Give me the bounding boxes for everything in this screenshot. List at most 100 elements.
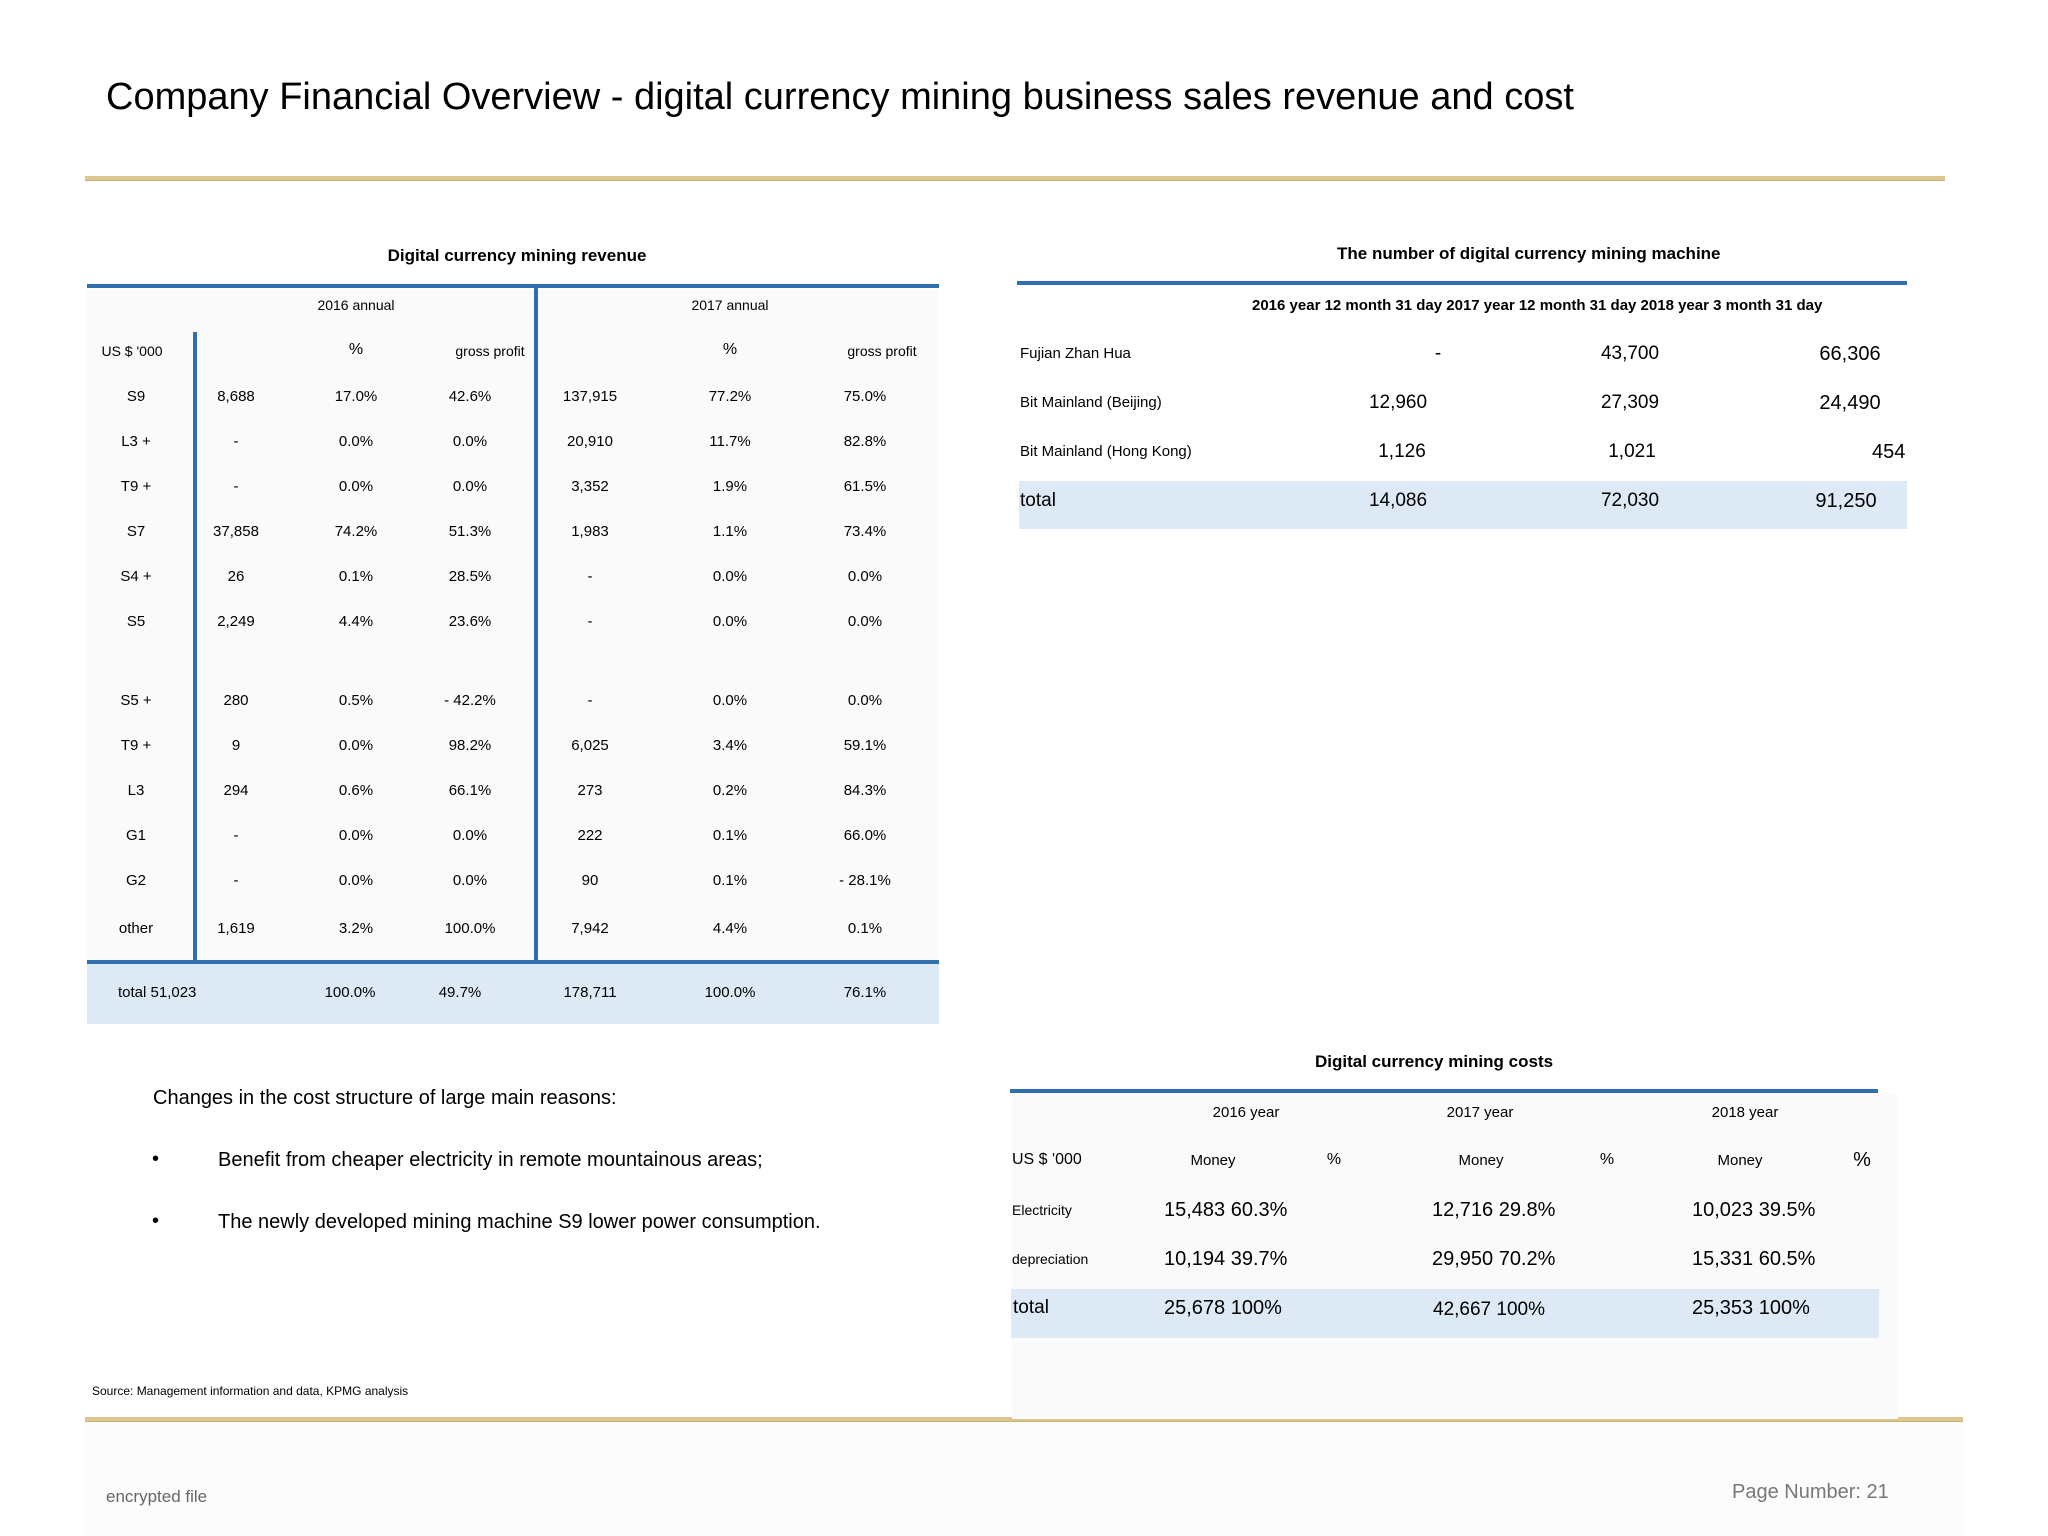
bullet-item: The newly developed mining machine S9 lo…: [218, 1211, 821, 1233]
gp-2016-cell: 51.3%: [448, 523, 492, 540]
total-value-2017: 178,711: [563, 984, 617, 1001]
model-cell: L3 +: [121, 433, 151, 450]
gp-2016-cell: 0.0%: [452, 827, 488, 844]
total-label: total: [1020, 490, 1056, 511]
pct-2017-cell: 0.1%: [712, 872, 748, 889]
model-cell: other: [118, 920, 154, 937]
cost-item-cell: Electricity: [1012, 1202, 1072, 1218]
value-2016-cell: -: [233, 827, 239, 844]
count-2016-cell: 1,126: [1378, 441, 1426, 462]
gp-2017-cell: 0.0%: [847, 568, 883, 585]
gp-2016-cell: 23.6%: [448, 613, 492, 630]
count-2017-cell: 1,021: [1608, 441, 1656, 462]
revenue-pct-header-2016: %: [348, 341, 364, 358]
pct-2016-cell: 17.0%: [334, 388, 378, 405]
gp-2017-cell: 59.1%: [843, 737, 887, 754]
count-2018-cell: 24,490: [1819, 392, 1881, 414]
total-label: total 51,023: [118, 984, 197, 1001]
costs-year-2017: 2017 year: [1446, 1104, 1514, 1121]
pct-2017-cell: 0.1%: [712, 827, 748, 844]
costs-total-shade: [1011, 1289, 1879, 1338]
value-2017-cell: 273: [577, 782, 603, 799]
footer-background: [83, 1422, 1963, 1536]
gp-2016-cell: 0.0%: [452, 872, 488, 889]
gp-2016-cell: 0.0%: [452, 478, 488, 495]
pct-2017-cell: 11.7%: [709, 433, 751, 450]
gp-2016-cell: 66.1%: [448, 782, 492, 799]
top-divider: [85, 176, 1945, 181]
pct-2017-cell: 77.2%: [708, 388, 752, 405]
costs-year-2016: 2016 year: [1212, 1104, 1280, 1121]
total-2017: 42,667 100%: [1433, 1299, 1545, 1320]
value-2016-cell: 8,688: [217, 388, 255, 405]
value-2017-cell: 90: [581, 872, 599, 889]
value-2016-cell: 37,858: [213, 523, 259, 540]
pct-2016-cell: 0.6%: [338, 782, 374, 799]
total-2017: 72,030: [1600, 490, 1660, 511]
pct-2016-cell: 74.2%: [334, 523, 378, 540]
total-gp-2016: 49.7%: [438, 984, 482, 1001]
count-2018-cell: 454: [1872, 441, 1906, 463]
cost-2018-cell: 10,023 39.5%: [1692, 1199, 1816, 1221]
gp-2017-cell: 82.8%: [843, 433, 887, 450]
pct-2017-cell: 0.0%: [712, 692, 748, 709]
model-cell: S9: [126, 388, 146, 405]
count-2017-cell: 27,309: [1600, 392, 1660, 413]
total-2018: 25,353 100%: [1692, 1297, 1810, 1319]
gp-2017-cell: 0.0%: [847, 613, 883, 630]
gp-2017-cell: 84.3%: [843, 782, 887, 799]
model-cell: L3: [127, 782, 145, 799]
cost-2017-cell: 12,716 29.8%: [1432, 1199, 1556, 1221]
count-2016-cell: 12,960: [1368, 392, 1428, 413]
model-cell: S5 +: [120, 692, 152, 709]
revenue-pct-header-2017: %: [722, 341, 738, 358]
cost-item-cell: depreciation: [1012, 1251, 1089, 1267]
revenue-total-shade: [87, 964, 939, 1024]
pct-2017-cell: 3.4%: [712, 737, 748, 754]
pct-2016-cell: 0.0%: [338, 433, 374, 450]
pct-2017-cell: 0.2%: [712, 782, 748, 799]
costs-table-body: [1012, 1094, 1898, 1419]
model-cell: S4 +: [120, 568, 152, 585]
value-2016-cell: 294: [223, 782, 249, 799]
total-2016: 14,086: [1368, 490, 1428, 511]
value-2016-cell: 9: [231, 737, 241, 754]
costs-year-2018: 2018 year: [1711, 1104, 1779, 1121]
value-2017-cell: 1,983: [571, 523, 609, 540]
gp-2017-cell: - 28.1%: [839, 872, 891, 889]
bullet-item: Benefit from cheaper electricity in remo…: [218, 1149, 763, 1171]
pct-2017-cell: 0.0%: [712, 568, 748, 585]
model-cell: T9 +: [120, 737, 152, 754]
revenue-table-title: Digital currency mining revenue: [387, 246, 647, 265]
bottom-divider: [85, 1417, 1963, 1422]
revenue-label-divider: [193, 332, 197, 962]
costs-table-title: Digital currency mining costs: [1315, 1052, 1554, 1071]
money-header-2017: Money: [1458, 1152, 1504, 1169]
model-cell: S5: [126, 613, 146, 630]
total-pct-2017: 100.0%: [704, 984, 756, 1001]
gp-2017-cell: 73.4%: [843, 523, 887, 540]
pct-2016-cell: 4.4%: [338, 613, 374, 630]
page-title: Company Financial Overview - digital cur…: [106, 76, 1574, 118]
cost-2018-cell: 15,331 60.5%: [1692, 1248, 1816, 1270]
model-cell: G2: [125, 872, 146, 889]
pct-2016-cell: 0.1%: [338, 568, 374, 585]
count-2017-cell: 43,700: [1600, 343, 1660, 364]
machines-table-title: The number of digital currency mining ma…: [1337, 244, 1721, 263]
pct-2016-cell: 0.0%: [338, 737, 374, 754]
cost-2016-cell: 10,194 39.7%: [1164, 1248, 1288, 1270]
pct-2016-cell: 3.2%: [338, 920, 374, 937]
cost-2017-cell: 29,950 70.2%: [1432, 1248, 1556, 1270]
value-2016-cell: -: [233, 872, 239, 889]
total-pct-2016: 100.0%: [324, 984, 376, 1001]
footer-confidentiality: encrypted file: [106, 1487, 208, 1506]
machines-header-rule: [1017, 281, 1907, 285]
value-2016-cell: 2,249: [217, 613, 255, 630]
revenue-gp-header-2016: gross profit: [455, 343, 525, 359]
total-2018: 91,250: [1815, 490, 1877, 512]
pct-2017-cell: 4.4%: [712, 920, 748, 937]
pct-2016-cell: 0.0%: [338, 478, 374, 495]
machines-date-header: 2016 year 12 month 31 day 2017 year 12 m…: [1252, 297, 1823, 314]
revenue-table-body: [87, 290, 937, 962]
revenue-gp-header-2017: gross profit: [847, 343, 917, 359]
